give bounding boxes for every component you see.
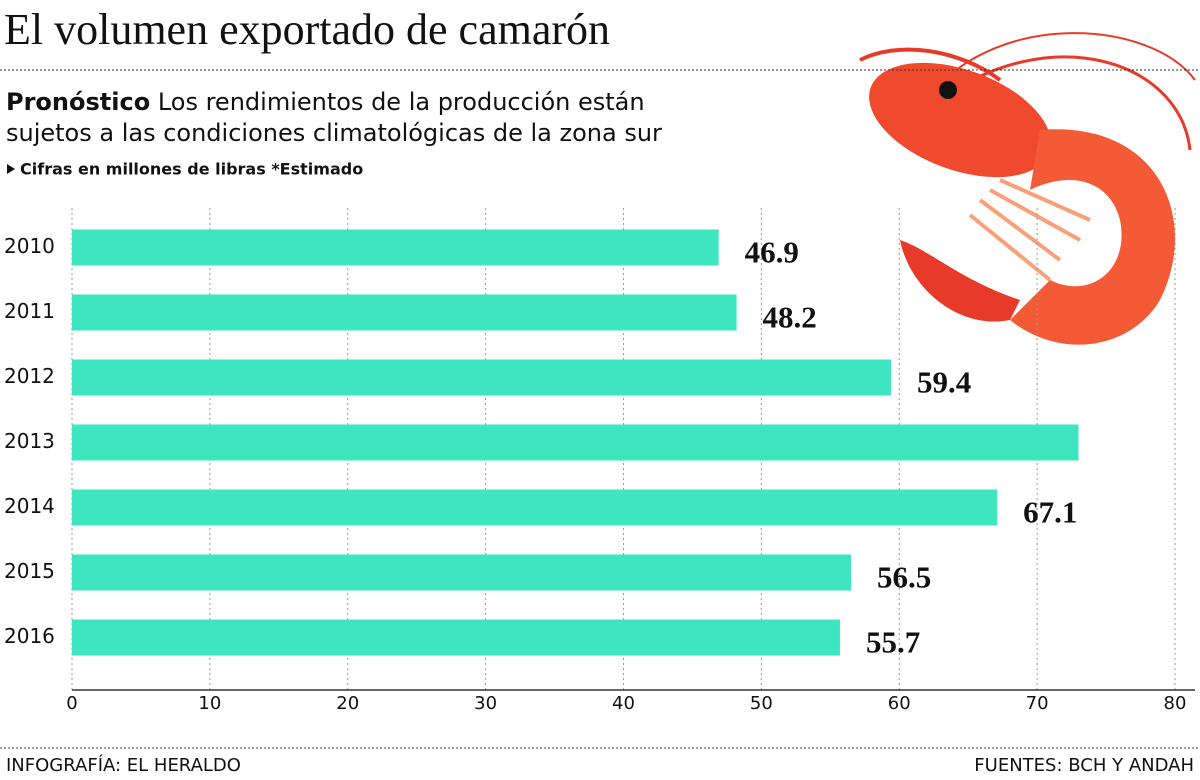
source-right: FUENTES: BCH Y ANDAH — [974, 755, 1194, 776]
subtitle: Pronóstico Los rendimientos de la produc… — [6, 88, 645, 116]
x-tick-label: 40 — [612, 693, 635, 714]
subtitle-bold: Pronóstico — [6, 88, 150, 116]
x-tick-label: 0 — [66, 693, 77, 714]
bar — [72, 489, 998, 526]
value-label: 46.9 — [745, 235, 799, 270]
bar — [72, 554, 851, 591]
chart-title: El volumen exportado de camarón — [4, 5, 610, 54]
bar — [72, 424, 1079, 461]
x-tick-label: 60 — [888, 693, 911, 714]
shrimp-illustration — [859, 32, 1196, 345]
y-tick-label: 2016 — [4, 624, 55, 648]
y-tick-label: 2012 — [4, 364, 55, 388]
subtitle-line: Los rendimientos de la producción están — [158, 88, 645, 116]
x-tick-label: 10 — [198, 693, 221, 714]
x-tick-label: 80 — [1164, 693, 1187, 714]
y-tick-label: 2010 — [4, 234, 55, 258]
bar — [72, 619, 840, 656]
x-tick-label: 20 — [336, 693, 359, 714]
value-label: 56.5 — [877, 560, 931, 595]
y-tick-label: 2015 — [4, 559, 55, 583]
bar — [72, 359, 891, 396]
y-tick-label: 2011 — [4, 299, 55, 323]
x-tick-label: 30 — [474, 693, 497, 714]
subtitle-line: sujetos a las condiciones climatológicas… — [6, 119, 662, 147]
note: Cifras en millones de libras *Estimado — [20, 160, 363, 179]
value-label: 48.2 — [763, 300, 817, 335]
x-tick-label: 70 — [1026, 693, 1049, 714]
bar — [72, 294, 737, 331]
value-label: 59.4 — [917, 365, 971, 400]
source-left: INFOGRAFÍA: EL HERALDO — [6, 754, 241, 776]
value-label: 55.7 — [866, 625, 920, 660]
bar — [72, 229, 719, 266]
x-tick-label: 50 — [750, 693, 773, 714]
y-tick-label: 2013 — [4, 429, 55, 453]
value-label: 67.1 — [1023, 495, 1077, 530]
y-tick-label: 2014 — [4, 494, 55, 518]
